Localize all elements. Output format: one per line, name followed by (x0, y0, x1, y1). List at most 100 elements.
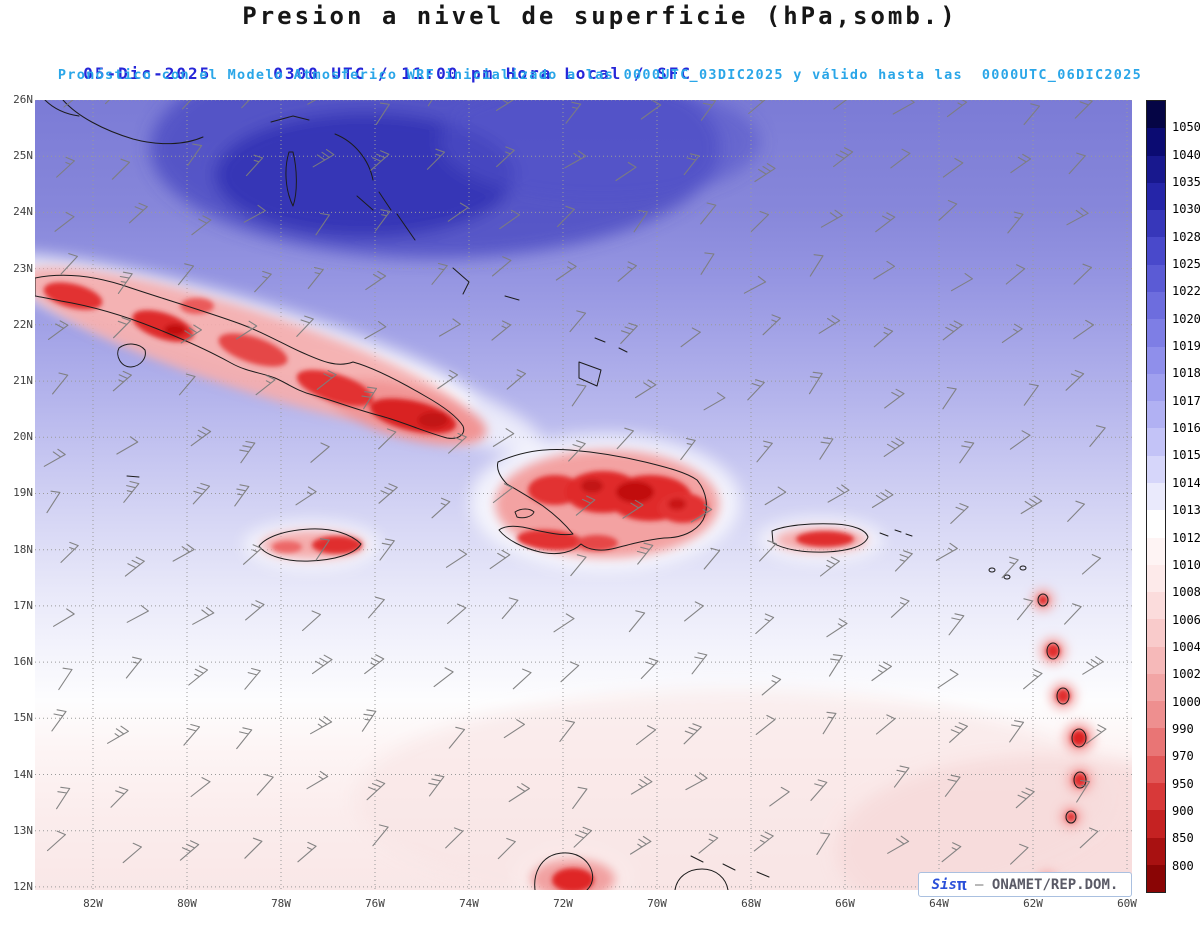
watermark: Sis π – ONAMET/REP.DOM. (918, 872, 1132, 897)
colorbar-tick-label: 1012 (1172, 530, 1200, 545)
lat-tick-label: 16N (13, 655, 33, 669)
pressure-map-canvas (35, 100, 1132, 890)
lat-tick-label: 15N (13, 711, 33, 725)
colorbar-cell (1147, 510, 1165, 538)
lon-tick-label: 68W (741, 897, 761, 910)
lat-tick-label: 12N (13, 879, 33, 893)
colorbar-tick-label: 1010 (1172, 557, 1200, 572)
colorbar-tick-label: 1019 (1172, 339, 1200, 354)
colorbar-tick-label: 1006 (1172, 612, 1200, 627)
colorbar-tick-label: 1025 (1172, 257, 1200, 272)
colorbar-cell (1147, 564, 1165, 593)
colorbar-cell (1147, 728, 1165, 756)
lon-tick-label: 80W (177, 897, 197, 910)
lon-tick-label: 82W (83, 897, 103, 910)
colorbar-cell (1147, 482, 1165, 511)
colorbar-cell (1147, 837, 1165, 865)
colorbar-tick-label: 1008 (1172, 585, 1200, 600)
colorbar-tick-label: 1050 (1172, 120, 1200, 135)
colorbar-cell (1147, 155, 1165, 183)
lon-tick-label: 64W (929, 897, 949, 910)
colorbar-tick-label: 1022 (1172, 284, 1200, 299)
lat-tick-label: 21N (13, 374, 33, 388)
colorbar-tick-label: 1030 (1172, 202, 1200, 217)
watermark-org: ONAMET/REP.DOM. (991, 876, 1119, 893)
lat-axis: 26N 25N 24N 23N 22N 21N 20N 19N 18N 17N 16N 15N 14N 1… (0, 0, 34, 927)
lat-tick-label: 13N (13, 823, 33, 837)
lon-tick-label: 70W (647, 897, 667, 910)
lat-tick-label: 25N (13, 149, 33, 163)
colorbar-tick-label: 1000 (1172, 694, 1200, 709)
cuba-coastline (35, 274, 465, 439)
lon-tick-label: 60W (1117, 897, 1137, 910)
lon-tick-label: 78W (271, 897, 291, 910)
lat-tick-label: 23N (13, 261, 33, 275)
lon-tick-label: 74W (459, 897, 479, 910)
colorbar-tick-label: 1017 (1172, 393, 1200, 408)
colorbar-cell (1147, 673, 1165, 702)
colorbar-tick-label: 950 (1172, 776, 1194, 791)
hispaniola-coastline (497, 449, 707, 555)
lat-tick-label: 20N (13, 430, 33, 444)
lon-tick-label: 62W (1023, 897, 1043, 910)
colorbar-cell (1147, 291, 1165, 320)
colorbar-tick-label: 1035 (1172, 175, 1200, 190)
lat-tick-label: 26N (13, 93, 33, 106)
lat-tick-label: 24N (13, 205, 33, 219)
lat-tick-label: 14N (13, 767, 33, 781)
colorbar-cell (1147, 319, 1165, 347)
colorbar-tick-label: 1015 (1172, 448, 1200, 463)
colorbar-cell (1147, 237, 1165, 265)
coastlines (35, 100, 1087, 890)
colorbar-tick-label: 1018 (1172, 366, 1200, 381)
colorbar-cell (1147, 864, 1165, 893)
lon-tick-label: 72W (553, 897, 573, 910)
page-title: Presion a nivel de superficie (hPa,somb.… (242, 2, 958, 30)
colorbar-tick-label: 1016 (1172, 421, 1200, 436)
colorbar-tick-label: 970 (1172, 749, 1194, 764)
lat-tick-label: 18N (13, 542, 33, 556)
colorbar-tick-label: 1040 (1172, 147, 1200, 162)
lat-tick-label: 19N (13, 486, 33, 500)
colorbar-cell (1147, 455, 1165, 483)
colorbar-tick-label: 990 (1172, 721, 1194, 736)
pi-icon: π (956, 875, 967, 894)
colorbar-cell (1147, 810, 1165, 838)
colorbar-cell (1147, 128, 1165, 156)
colorbar-cell (1147, 401, 1165, 429)
colorbar-cell (1147, 755, 1165, 784)
puerto-rico-coastline (771, 523, 869, 553)
colorbar-cell (1147, 646, 1165, 674)
valid-time-line: 05-Dic-2025 0300 UTC / 11:00 pm Hora Loca… (60, 45, 692, 83)
model-info-line: Pronóstico con el Modelo Atmosferico WRF… (57, 67, 1143, 83)
colorbar-cell (1147, 182, 1165, 211)
jamaica-coastline (258, 528, 362, 562)
watermark-separator: – (966, 876, 992, 893)
colorbar-cell (1147, 101, 1165, 129)
colorbar-cell (1147, 373, 1165, 402)
lon-axis: 82W 80W 78W 76W 74W 72W 70W 68W 66W 64W 62W 60W (35, 897, 1145, 913)
colorbar-tick-label: 1013 (1172, 503, 1200, 518)
colorbar-cell (1147, 537, 1165, 565)
wind-barbs-layer (43, 100, 1107, 865)
colorbar-tick-label: 1028 (1172, 229, 1200, 244)
chart-time: 0300 UTC / 11:00 pm Hora Local / SFC (273, 64, 693, 83)
grid-lines (35, 100, 1132, 890)
colorbar-tick-label: 900 (1172, 803, 1194, 818)
chart-date: 05-Dic-2025 (83, 64, 212, 83)
watermark-brand: Sis (931, 876, 957, 893)
colorbar-cell (1147, 619, 1165, 647)
colorbar-tick-label: 850 (1172, 831, 1194, 846)
colorbar-tick-label: 1014 (1172, 475, 1200, 490)
colorbar-tick-label: 1020 (1172, 311, 1200, 326)
small-islands-coastlines (44, 100, 913, 890)
colorbar-cell (1147, 592, 1165, 620)
colorbar (1146, 100, 1166, 893)
colorbar-cell (1147, 783, 1165, 811)
colorbar-cell (1147, 701, 1165, 729)
lon-tick-label: 66W (835, 897, 855, 910)
colorbar-cell (1147, 428, 1165, 456)
lat-tick-label: 17N (13, 598, 33, 612)
colorbar-cell (1147, 264, 1165, 292)
colorbar-tick-label: 800 (1172, 858, 1194, 873)
